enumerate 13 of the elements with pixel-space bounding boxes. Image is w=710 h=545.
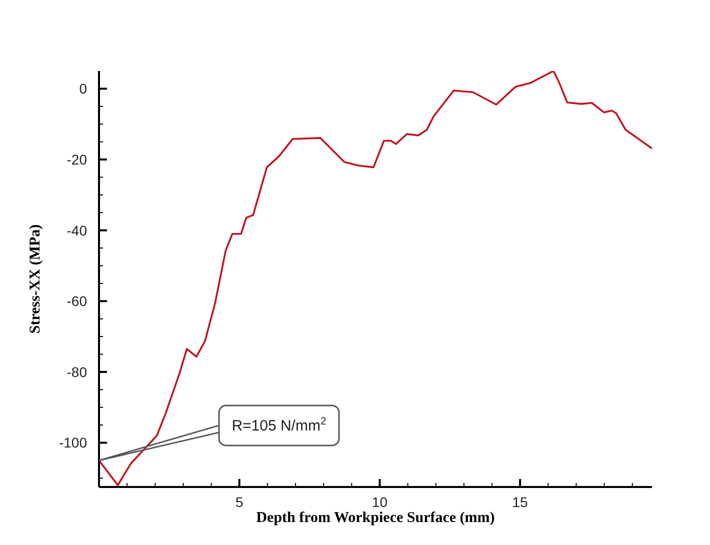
line-series [99, 71, 652, 486]
x-tick-label: 10 [372, 494, 388, 510]
y-tick-label: 0 [79, 80, 88, 97]
y-tick-label: -80 [66, 364, 88, 380]
x-tick-label: 5 [235, 494, 244, 510]
y-tick-label: -40 [66, 222, 88, 238]
y-tick-label: -20 [66, 152, 88, 168]
annotation: R=105 N/mm$^{2}$ [232, 415, 326, 434]
y-tick-label: -60 [66, 293, 88, 310]
y-tick-label: -100 [58, 434, 88, 451]
x-axis-title: Depth from Workpiece Surface (mm) [256, 510, 495, 526]
x-tick-label: 15 [512, 494, 528, 510]
y-axis-title: Stress-XX (MPa) [27, 224, 44, 334]
